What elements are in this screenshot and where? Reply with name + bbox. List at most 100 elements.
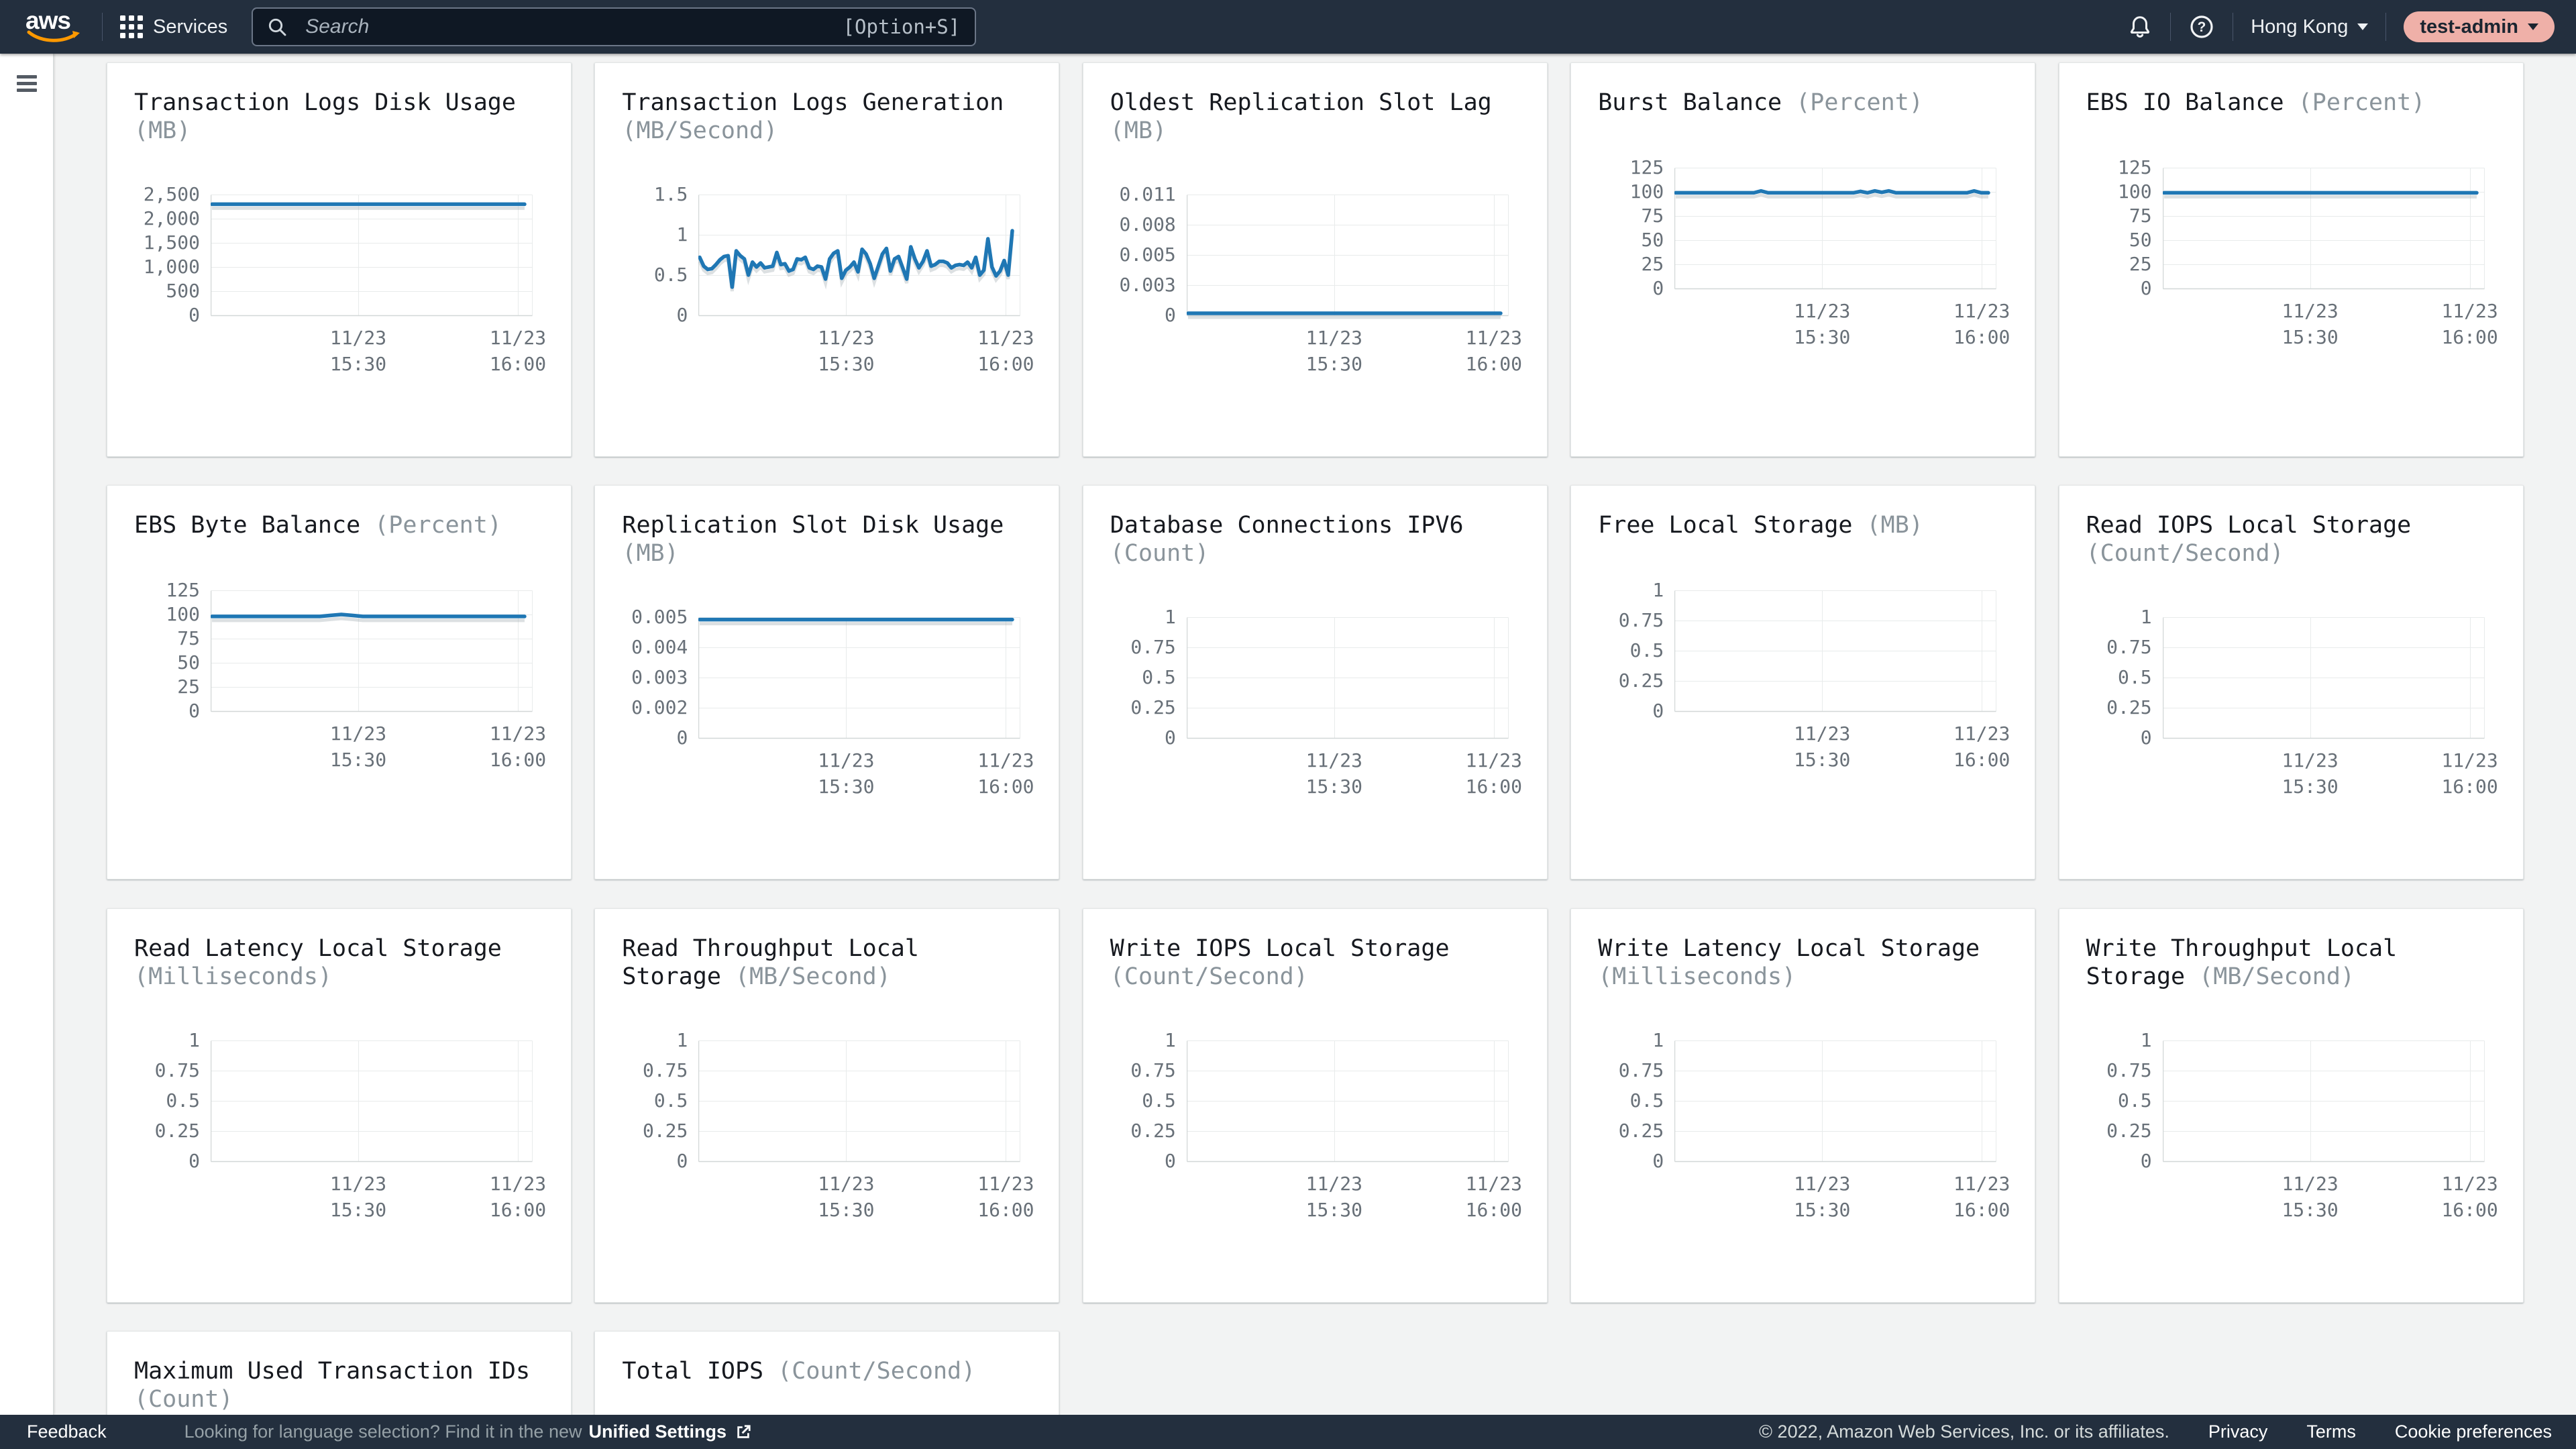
y-tick-label: 0.004 xyxy=(631,636,688,659)
metric-card-write-iops-local-storage[interactable]: Write IOPS Local Storage (Count/Second) 1… xyxy=(1082,908,1548,1303)
y-tick-label: 100 xyxy=(1629,180,1664,203)
y-tick-label: 0.25 xyxy=(1130,1119,1176,1142)
y-tick-label: 1 xyxy=(676,223,688,246)
terms-link[interactable]: Terms xyxy=(2306,1421,2356,1442)
chart-title: Write IOPS Local Storage (Count/Second) xyxy=(1110,934,1450,990)
language-selection-note: Looking for language selection? Find it … xyxy=(184,1421,753,1442)
chevron-down-icon xyxy=(2357,23,2369,30)
metric-card-free-local-storage[interactable]: Free Local Storage (MB) 1 0.75 0.5 0.25 0 11/2… xyxy=(1570,485,2036,880)
x-tick-label: 11/23 16:00 xyxy=(489,722,547,771)
x-tick-label: 11/23 15:30 xyxy=(329,1172,387,1221)
chart-plot-area xyxy=(698,1040,1021,1162)
y-tick-label: 0.25 xyxy=(1130,696,1176,719)
y-tick-label: 100 xyxy=(2118,180,2152,203)
metric-card-transaction-logs-generation[interactable]: Transaction Logs Generation (MB/Second) 1… xyxy=(594,62,1060,457)
chart-plot-area xyxy=(1186,195,1509,319)
x-tick-label: 11/23 16:00 xyxy=(2441,1172,2498,1221)
external-link-icon xyxy=(737,1424,751,1438)
services-menu-button[interactable]: Services xyxy=(120,15,227,38)
footer: Feedback Looking for language selection?… xyxy=(0,1415,2576,1449)
y-tick-label: 2,500 xyxy=(143,183,200,205)
y-tick-label: 2,000 xyxy=(143,207,200,229)
y-tick-label: 1 xyxy=(189,1028,200,1051)
chart-title: Read IOPS Local Storage (Count/Second) xyxy=(2086,512,2412,568)
y-tick-label: 0.008 xyxy=(1119,213,1176,235)
cookie-preferences-link[interactable]: Cookie preferences xyxy=(2394,1421,2552,1442)
y-tick-label: 1 xyxy=(2140,1028,2152,1051)
metric-card-ebs-byte-balance[interactable]: EBS Byte Balance (Percent) 125 100 75 50 25 0 1… xyxy=(107,485,572,880)
metric-card-write-throughput-local-storage[interactable]: Write Throughput Local Storage (MB/Secon… xyxy=(2058,908,2524,1303)
metric-card-ebs-io-balance[interactable]: EBS IO Balance (Percent) 125 100 75 50 25 0 11/… xyxy=(2058,62,2524,457)
aws-smile-icon xyxy=(27,30,80,42)
chart-plot-area xyxy=(1186,617,1509,739)
sidebar-menu-toggle[interactable] xyxy=(16,75,37,92)
chart-title: Burst Balance (Percent) xyxy=(1598,89,1923,116)
y-tick-label: 1,500 xyxy=(143,231,200,254)
y-tick-label: 0.75 xyxy=(1618,1059,1664,1081)
metric-card-replication-slot-disk-usage[interactable]: Replication Slot Disk Usage (MB) 0.005 0.0… xyxy=(594,485,1060,880)
x-tick-label: 11/23 16:00 xyxy=(1953,300,2010,348)
x-tick-label: 11/23 15:30 xyxy=(2282,1172,2339,1221)
x-tick-label: 11/23 16:00 xyxy=(2441,300,2498,348)
x-tick-label: 11/23 15:30 xyxy=(1305,1172,1362,1221)
y-tick-label: 25 xyxy=(177,676,200,698)
notifications-bell-button[interactable] xyxy=(2127,14,2153,40)
chart-title: Free Local Storage (MB) xyxy=(1598,512,1923,539)
chart-plot-area xyxy=(1186,1040,1509,1162)
y-tick-label: 0.5 xyxy=(1142,666,1176,689)
unified-settings-link[interactable]: Unified Settings xyxy=(588,1421,727,1442)
y-tick-label: 500 xyxy=(166,280,200,302)
metric-card-read-latency-local-storage[interactable]: Read Latency Local Storage (Milliseconds… xyxy=(107,908,572,1303)
privacy-link[interactable]: Privacy xyxy=(2208,1421,2268,1442)
services-grid-icon xyxy=(120,15,143,38)
y-tick-label: 75 xyxy=(177,627,200,650)
y-tick-label: 0.25 xyxy=(2106,696,2152,719)
y-tick-label: 0.002 xyxy=(631,696,688,719)
x-tick-label: 11/23 16:00 xyxy=(489,327,547,375)
y-tick-label: 0.25 xyxy=(2106,1119,2152,1142)
region-selector[interactable]: Hong Kong xyxy=(2251,16,2369,38)
y-tick-label: 1 xyxy=(1164,1028,1176,1051)
y-tick-label: 1.5 xyxy=(653,183,688,205)
chart-title: Total IOPS (Count/Second) xyxy=(622,1357,976,1385)
aws-logo-text: aws xyxy=(25,7,71,34)
y-tick-label: 75 xyxy=(2129,205,2152,227)
x-tick-label: 11/23 15:30 xyxy=(1305,327,1362,375)
metric-card-read-throughput-local-storage[interactable]: Read Throughput Local Storage (MB/Second… xyxy=(594,908,1060,1303)
aws-logo[interactable]: aws xyxy=(25,7,85,45)
x-tick-label: 11/23 16:00 xyxy=(977,1172,1034,1221)
metric-card-burst-balance[interactable]: Burst Balance (Percent) 125 100 75 50 25 0 11/2… xyxy=(1570,62,2036,457)
y-tick-label: 0.75 xyxy=(2106,1059,2152,1081)
search-input[interactable] xyxy=(252,7,977,46)
feedback-button[interactable]: Feedback xyxy=(27,1421,107,1442)
y-tick-label: 75 xyxy=(1641,205,1664,227)
y-tick-label: 0.5 xyxy=(1629,639,1664,662)
metric-card-oldest-replication-slot-lag[interactable]: Oldest Replication Slot Lag (MB) 0.011 0.0… xyxy=(1082,62,1548,457)
y-tick-label: 0 xyxy=(1652,277,1664,299)
y-tick-label: 1 xyxy=(1652,579,1664,602)
y-tick-label: 0 xyxy=(2140,727,2152,749)
metric-card-write-latency-local-storage[interactable]: Write Latency Local Storage (Millisecond… xyxy=(1570,908,2036,1303)
x-tick-label: 11/23 15:30 xyxy=(1794,1172,1851,1221)
y-tick-label: 0.25 xyxy=(642,1119,688,1142)
chart-title: Database Connections IPV6 (Count) xyxy=(1110,512,1464,568)
chart-title: Oldest Replication Slot Lag (MB) xyxy=(1110,89,1492,144)
help-question-icon: ? xyxy=(2190,15,2213,38)
metric-card-transaction-logs-disk-usage[interactable]: Transaction Logs Disk Usage (MB) 2,500 2,0… xyxy=(107,62,572,457)
y-tick-label: 0 xyxy=(189,700,200,722)
y-tick-label: 0.25 xyxy=(1618,1119,1664,1142)
x-tick-label: 11/23 16:00 xyxy=(1465,1172,1522,1221)
account-menu-button[interactable]: test-admin xyxy=(2404,11,2555,42)
metric-card-read-iops-local-storage[interactable]: Read IOPS Local Storage (Count/Second) 1 0… xyxy=(2058,485,2524,880)
y-tick-label: 0.25 xyxy=(1618,669,1664,692)
y-tick-label: 0.005 xyxy=(1119,244,1176,266)
chevron-down-icon xyxy=(2528,23,2538,30)
y-tick-label: 125 xyxy=(2118,156,2152,178)
x-tick-label: 11/23 15:30 xyxy=(2282,300,2339,348)
metric-card-database-connections-ipv6[interactable]: Database Connections IPV6 (Count) 1 0.75 0.… xyxy=(1082,485,1548,880)
x-tick-label: 11/23 16:00 xyxy=(489,1172,547,1221)
x-tick-label: 11/23 16:00 xyxy=(977,327,1034,375)
y-tick-label: 0.003 xyxy=(631,666,688,689)
x-tick-label: 11/23 15:30 xyxy=(818,1172,875,1221)
help-button[interactable]: ? xyxy=(2188,13,2215,40)
